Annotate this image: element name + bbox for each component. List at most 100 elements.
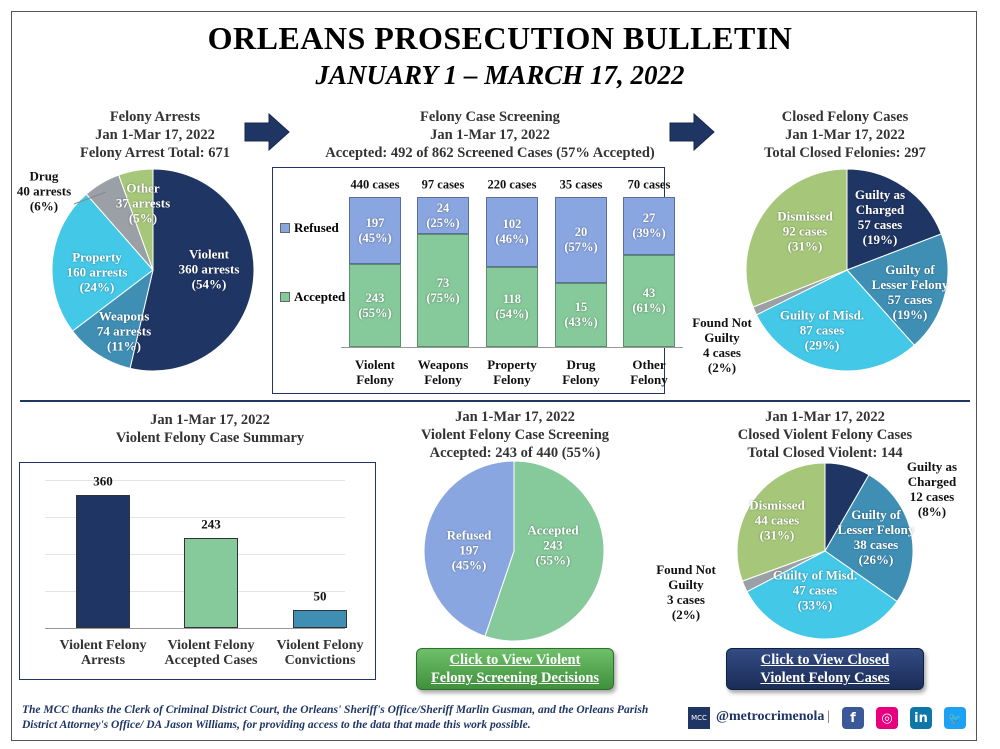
view-closed-violent-cases-button[interactable]: Click to View Closed Violent Felony Case… <box>726 648 924 690</box>
pie-slice-guilty-of-misd- <box>755 269 916 372</box>
bar-total-label: 97 cases <box>421 177 465 192</box>
social-handle[interactable]: @metrocrimenola <box>716 709 825 724</box>
twitter-icon[interactable]: 🐦 <box>944 707 966 729</box>
bar-segment-accepted <box>555 282 607 347</box>
pie-slice-dismissed <box>745 168 848 308</box>
acknowledgement-text: The MCC thanks the Clerk of Criminal Dis… <box>22 704 649 731</box>
separator: | <box>827 709 830 724</box>
pie-label-misd: Guilty of Misd. 47 cases (33%) <box>772 567 858 613</box>
category-label: Weapons Felony <box>417 357 469 387</box>
bar <box>76 494 130 628</box>
page-subtitle: JANUARY 1 – MARCH 17, 2022 <box>315 60 685 90</box>
bar-segment-accepted <box>623 254 675 347</box>
arrests-heading: Felony Arrests Jan 1-Mar 17, 2022 Felony… <box>80 109 230 161</box>
bar-total-label: 440 cases <box>350 177 400 192</box>
category-label: Property Felony <box>487 357 537 387</box>
bar-segment-accepted <box>417 234 469 347</box>
pie-label-weapons: Weapons 74 arrests (11%) <box>96 308 152 354</box>
pie-label-lesser-felony: Guilty of Lesser Felony 57 cases (19%) <box>871 262 949 322</box>
bar-segment-refused <box>349 197 401 265</box>
bar-label-refused: 102 (46%) <box>495 216 529 246</box>
bar <box>293 609 347 628</box>
pie-slice-other <box>118 168 154 271</box>
view-screening-decisions-button[interactable]: Click to View Violent Felony Screening D… <box>416 648 614 690</box>
category-label: Violent Felony Arrests <box>59 638 147 668</box>
arrow-right-icon <box>244 112 290 152</box>
pie-slice-dismissed <box>736 462 826 582</box>
instagram-icon[interactable]: ◎ <box>876 707 898 729</box>
bulletin-frame <box>11 11 977 741</box>
pie-label-property: Property 160 arrests (24%) <box>66 249 128 295</box>
bar-total-label: 70 cases <box>627 177 671 192</box>
bar-value-label: 243 <box>201 516 221 532</box>
legend-swatch <box>280 223 290 233</box>
bar-label-accepted: 243 (55%) <box>358 290 392 320</box>
bar-label-accepted: 43 (61%) <box>632 285 666 315</box>
bar-label-refused: 24 (25%) <box>426 200 460 230</box>
bar-segment-accepted <box>486 266 538 347</box>
category-label: Other Felony <box>630 357 668 387</box>
violent-screening-heading: Jan 1-Mar 17, 2022 Violent Felony Case S… <box>420 409 610 461</box>
bar-total-label: 35 cases <box>559 177 603 192</box>
bar-segment-refused <box>555 197 607 283</box>
category-label: Violent Felony <box>355 357 395 387</box>
violent-summary-heading: Jan 1-Mar 17, 2022 Violent Felony Case S… <box>115 412 305 446</box>
legend-label: Refused <box>294 220 339 235</box>
gridline <box>45 480 345 481</box>
bar-segment-accepted <box>349 264 401 347</box>
category-label: Drug Felony <box>562 357 600 387</box>
pie-label-lesser-felony: Guilty of Lesser Felony 38 cases (26%) <box>837 507 915 567</box>
bar-segment-refused <box>486 197 538 267</box>
x-axis-line <box>341 347 683 348</box>
pie-label-other: Other 37 arrests (5%) <box>115 180 171 226</box>
pie-label-violent: Violent 360 arrests (54%) <box>178 246 240 292</box>
legend-swatch <box>280 292 290 302</box>
legend-refused: Refused <box>280 220 339 236</box>
closed-violent-heading: Jan 1-Mar 17, 2022 Closed Violent Felony… <box>737 409 913 461</box>
facebook-icon[interactable]: f <box>842 707 864 729</box>
pie-label-drug: Drug 40 arrests (6%) <box>16 168 72 214</box>
page-title: ORLEANS PROSECUTION BULLETIN <box>207 20 793 56</box>
bar-label-refused: 27 (39%) <box>632 210 666 240</box>
pie-label-guilty-charged: Guilty as Charged 12 cases (8%) <box>906 459 958 519</box>
bar-value-label: 50 <box>313 588 327 603</box>
pie-slice-weapons <box>71 268 154 369</box>
screening-heading: Felony Case Screening Jan 1-Mar 17, 2022… <box>325 109 655 161</box>
pie-slice-accepted <box>484 460 605 642</box>
pie-slice-guilty-as-charged <box>846 168 942 271</box>
category-label: Violent Felony Accepted Cases <box>164 638 258 668</box>
bar-total-label: 220 cases <box>487 177 537 192</box>
pie-label-dismissed: Dismissed 44 cases (31%) <box>749 497 805 543</box>
bar-label-refused: 20 (57%) <box>564 224 598 254</box>
closed-heading: Closed Felony Cases Jan 1-Mar 17, 2022 T… <box>764 109 926 161</box>
leader-line <box>73 191 107 205</box>
pie-label-not-guilty: Found Not Guilty 3 cases (2%) <box>656 562 716 622</box>
pie-label-misd: Guilty of Misd. 87 cases (29%) <box>779 307 865 353</box>
section-divider <box>20 400 970 402</box>
pie-slice-property <box>51 193 154 332</box>
pie-label-guilty-charged: Guilty as Charged 57 cases (19%) <box>854 187 906 247</box>
legend-accepted: Accepted <box>280 289 345 305</box>
pie-slice-guilty-of-lesser-felony <box>846 233 949 346</box>
pie-slice-refused <box>423 460 515 637</box>
x-axis-line <box>45 628 345 629</box>
legend-label: Accepted <box>294 289 346 304</box>
bar <box>184 538 238 628</box>
pie-label-not-guilty: Found Not Guilty 4 cases (2%) <box>692 315 752 375</box>
bar-segment-refused <box>417 197 469 235</box>
linkedin-icon[interactable]: in <box>910 707 932 729</box>
bar-label-refused: 197 (45%) <box>358 215 392 245</box>
category-label: Violent Felony Convictions <box>276 638 364 668</box>
bar-label-accepted: 118 (54%) <box>495 291 529 321</box>
mcc-logo: MCC <box>688 707 710 729</box>
pie-label-refused: Refused 197 (45%) <box>446 527 492 573</box>
pie-label-accepted: Accepted 243 (55%) <box>527 522 579 568</box>
bar-label-accepted: 73 (75%) <box>426 275 460 305</box>
bar-segment-refused <box>623 197 675 255</box>
